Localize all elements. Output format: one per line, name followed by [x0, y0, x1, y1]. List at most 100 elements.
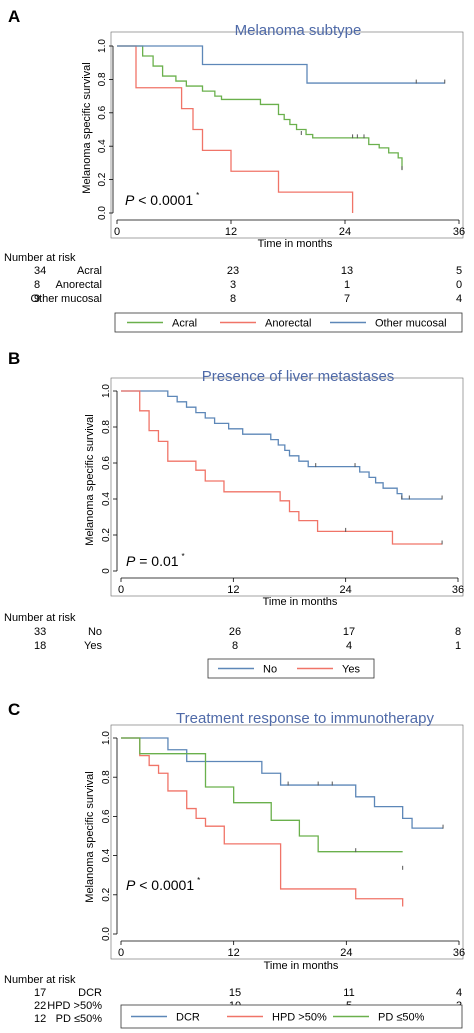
y-tick-label: 1.0	[97, 39, 108, 53]
y-tick-label: 0.2	[101, 528, 112, 542]
risk-row-label: Acral	[77, 265, 102, 277]
x-tick-label: 0	[118, 947, 124, 959]
x-tick-label: 24	[339, 226, 351, 238]
legend-label: Other mucosal	[375, 318, 447, 330]
risk-value: 33	[34, 626, 46, 638]
plot-frame	[110, 377, 464, 597]
legend-label: No	[263, 664, 277, 676]
risk-value: 0	[456, 279, 462, 291]
risk-value: 26	[229, 626, 241, 638]
risk-value: 4	[346, 640, 352, 652]
y-tick-label: 0.0	[97, 206, 108, 220]
p-value-annotation: P < 0.0001 *	[125, 191, 199, 208]
risk-row-label: DCR	[78, 987, 102, 999]
x-axis-label: Time in months	[258, 238, 333, 250]
y-tick-label: 0.8	[97, 72, 108, 86]
km-curve-acral	[117, 45, 403, 170]
risk-value: 11	[343, 987, 354, 999]
chart-title: Presence of liver metastases	[202, 368, 395, 385]
km-curve-yes	[121, 390, 443, 545]
y-tick-label: 1.0	[101, 731, 112, 745]
p-value-symbol: P	[126, 877, 136, 893]
y-tick-label: 0.4	[101, 848, 112, 862]
y-tick-label: 0.4	[101, 492, 112, 506]
km-panel-a: A Melanoma subtype 0.0 0.2 0.4 0.6 0.8 1.0 Melan…	[4, 7, 465, 333]
y-tick-label: 0.2	[97, 172, 108, 186]
plot-frame	[110, 31, 464, 239]
km-curve-other-mucosal	[117, 45, 445, 84]
plot-frame	[110, 724, 464, 960]
p-value-text: < 0.0001	[135, 877, 194, 893]
risk-value: 8	[230, 293, 236, 305]
p-value-annotation: P < 0.0001 *	[126, 876, 200, 893]
risk-table-header: Number at risk	[4, 612, 76, 624]
y-tick-label: 0	[101, 568, 112, 574]
p-value-text: < 0.0001	[134, 192, 193, 208]
panel-letter: A	[8, 7, 20, 26]
legend-label: Acral	[172, 318, 197, 330]
risk-value: 18	[34, 640, 46, 652]
x-tick-label: 0	[118, 584, 124, 596]
p-value-symbol: P	[125, 192, 135, 208]
risk-value: 4	[456, 987, 462, 999]
legend-label: HPD >50%	[272, 1012, 327, 1024]
risk-table-header: Number at risk	[4, 252, 76, 264]
legend-box	[207, 658, 375, 679]
chart-title: Melanoma subtype	[235, 22, 362, 39]
x-tick-label: 24	[340, 947, 352, 959]
risk-row-label: No	[88, 626, 102, 638]
p-value-star: *	[196, 191, 199, 200]
y-tick-label: 0.8	[101, 420, 112, 434]
x-axis-label: Time in months	[264, 960, 339, 972]
risk-value: 8	[34, 279, 40, 291]
risk-value: 22	[34, 1000, 46, 1012]
risk-value: 3	[230, 279, 236, 291]
legend-label: Yes	[342, 664, 360, 676]
y-tick-label: 0.6	[101, 809, 112, 823]
risk-value: 4	[456, 293, 462, 305]
km-curve-pd-50-	[121, 737, 403, 853]
km-panel-b: B Presence of liver metastases 0 0.2 0.4 0.6 0…	[4, 349, 464, 679]
risk-value: 7	[344, 293, 350, 305]
legend-label: Anorectal	[265, 318, 311, 330]
legend-label: PD ≤50%	[378, 1012, 425, 1024]
x-tick-label: 12	[228, 947, 240, 959]
km-curve-hpd-50-	[121, 737, 404, 907]
risk-value: 1	[344, 279, 350, 291]
legend-box	[120, 1004, 463, 1029]
legend-box	[114, 312, 463, 333]
y-tick-label: 0.6	[101, 456, 112, 470]
x-tick-label: 36	[453, 226, 465, 238]
p-value-annotation: P = 0.01 *	[126, 552, 185, 569]
x-axis-label: Time in months	[263, 596, 338, 608]
risk-row-label: PD ≤50%	[56, 1013, 103, 1025]
risk-value: 9	[34, 293, 40, 305]
km-panel-c: C Treatment response to immunotherapy 0.0 0…	[4, 700, 465, 1029]
risk-value: 15	[229, 987, 241, 999]
x-tick-label: 24	[340, 584, 352, 596]
x-tick-label: 12	[225, 226, 237, 238]
risk-value: 8	[455, 626, 461, 638]
risk-row-label: Yes	[84, 640, 102, 652]
km-curve-anorectal	[117, 45, 354, 213]
risk-table-header: Number at risk	[4, 974, 76, 986]
y-tick-label: 0.8	[101, 770, 112, 784]
y-tick-label: 0.4	[97, 139, 108, 153]
risk-value: 12	[34, 1013, 46, 1025]
risk-value: 13	[341, 265, 353, 277]
panel-letter: C	[8, 700, 20, 719]
risk-value: 17	[34, 987, 46, 999]
y-axis-label: Melanoma specific survival	[81, 62, 93, 193]
y-axis-label: Melanoma specific survival	[84, 771, 96, 902]
p-value-star: *	[182, 552, 185, 561]
risk-value: 17	[343, 626, 355, 638]
risk-row-label: HPD >50%	[47, 1000, 102, 1012]
x-tick-label: 0	[114, 226, 120, 238]
x-tick-label: 36	[453, 947, 465, 959]
risk-value: 1	[455, 640, 461, 652]
risk-value: 34	[34, 265, 46, 277]
risk-value: 8	[232, 640, 238, 652]
risk-value: 23	[227, 265, 239, 277]
